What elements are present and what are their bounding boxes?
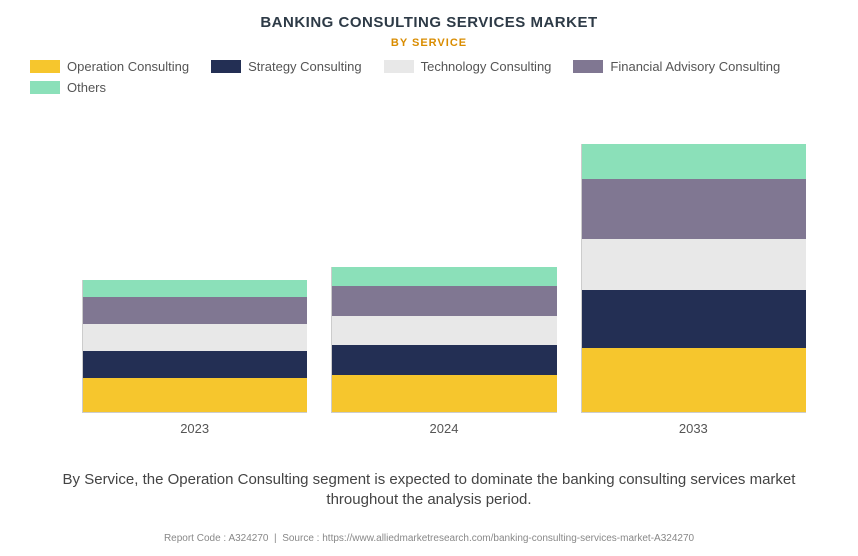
bar-segment xyxy=(332,267,556,286)
chart-footer: Report Code : A324270 | Source : https:/… xyxy=(0,533,858,544)
bar-segment xyxy=(332,286,556,316)
legend-item: Financial Advisory Consulting xyxy=(573,59,780,74)
chart-caption: By Service, the Operation Consulting seg… xyxy=(30,470,828,511)
chart-root: { "title": "BANKING CONSULTING SERVICES … xyxy=(0,0,858,556)
x-axis-label: 2033 xyxy=(679,421,708,436)
legend-item: Technology Consulting xyxy=(384,59,552,74)
legend-item: Others xyxy=(30,80,106,95)
bar-segment xyxy=(83,378,307,412)
bar-stack xyxy=(82,280,307,413)
legend: Operation Consulting Strategy Consulting T… xyxy=(0,49,858,95)
legend-label: Strategy Consulting xyxy=(248,59,361,74)
legend-label: Financial Advisory Consulting xyxy=(610,59,780,74)
x-axis-label: 2023 xyxy=(180,421,209,436)
report-code-value: A324270 xyxy=(228,533,268,544)
bar-segment xyxy=(83,280,307,297)
bar-stack xyxy=(331,267,556,413)
bar-segment xyxy=(83,324,307,351)
legend-swatch xyxy=(573,60,603,73)
legend-swatch xyxy=(211,60,241,73)
chart-subtitle: BY SERVICE xyxy=(0,37,858,49)
legend-swatch xyxy=(384,60,414,73)
bar-group: 2024 xyxy=(332,267,556,436)
legend-swatch xyxy=(30,60,60,73)
legend-label: Technology Consulting xyxy=(421,59,552,74)
bar-segment xyxy=(332,316,556,345)
x-axis-label: 2024 xyxy=(430,421,459,436)
bar-segment xyxy=(332,345,556,375)
bar-segment xyxy=(83,351,307,378)
source-label: Source : xyxy=(282,533,319,544)
bar-segment xyxy=(582,179,806,239)
bar-segment xyxy=(582,348,806,412)
source-value: https://www.alliedmarketresearch.com/ban… xyxy=(322,533,694,544)
bar-group: 2023 xyxy=(82,280,306,436)
bar-segment xyxy=(582,144,806,179)
bar-segment xyxy=(582,239,806,290)
legend-swatch xyxy=(30,81,60,94)
bar-segment xyxy=(582,290,806,348)
legend-label: Operation Consulting xyxy=(67,59,189,74)
legend-item: Strategy Consulting xyxy=(211,59,361,74)
bar-group: 2033 xyxy=(581,144,805,436)
bar-stack xyxy=(581,144,806,413)
chart-plot-area: 2023 2024 2033 xyxy=(70,135,818,436)
report-code-label: Report Code : xyxy=(164,533,226,544)
chart-title: BANKING CONSULTING SERVICES MARKET xyxy=(0,0,858,31)
legend-label: Others xyxy=(67,80,106,95)
bar-segment xyxy=(83,297,307,324)
bar-segment xyxy=(332,375,556,412)
legend-item: Operation Consulting xyxy=(30,59,189,74)
